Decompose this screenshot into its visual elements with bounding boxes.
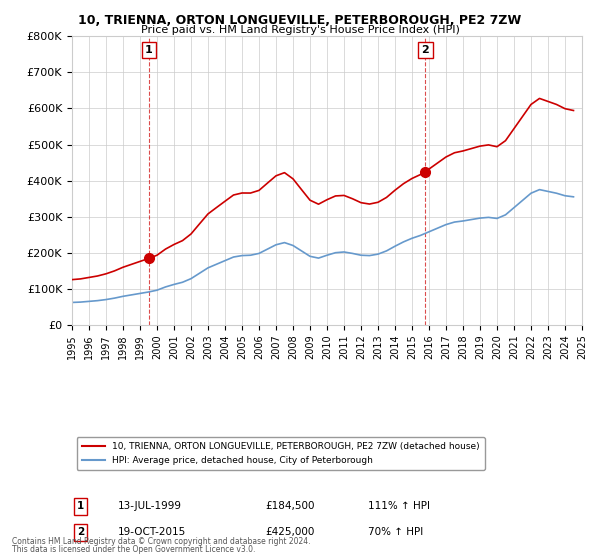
Text: Price paid vs. HM Land Registry's House Price Index (HPI): Price paid vs. HM Land Registry's House … [140,25,460,35]
Text: 13-JUL-1999: 13-JUL-1999 [118,502,182,511]
Text: £184,500: £184,500 [266,502,316,511]
Text: 111% ↑ HPI: 111% ↑ HPI [368,502,430,511]
Text: This data is licensed under the Open Government Licence v3.0.: This data is licensed under the Open Gov… [12,545,256,554]
Text: 70% ↑ HPI: 70% ↑ HPI [368,528,423,538]
Text: 2: 2 [422,45,430,55]
Text: Contains HM Land Registry data © Crown copyright and database right 2024.: Contains HM Land Registry data © Crown c… [12,537,311,546]
Text: 10, TRIENNA, ORTON LONGUEVILLE, PETERBOROUGH, PE2 7ZW: 10, TRIENNA, ORTON LONGUEVILLE, PETERBOR… [79,14,521,27]
Text: £425,000: £425,000 [266,528,315,538]
Text: 1: 1 [77,502,85,511]
Legend: 10, TRIENNA, ORTON LONGUEVILLE, PETERBOROUGH, PE2 7ZW (detached house), HPI: Ave: 10, TRIENNA, ORTON LONGUEVILLE, PETERBOR… [77,437,485,470]
Text: 2: 2 [77,528,85,538]
Text: 1: 1 [145,45,153,55]
Text: 19-OCT-2015: 19-OCT-2015 [118,528,186,538]
